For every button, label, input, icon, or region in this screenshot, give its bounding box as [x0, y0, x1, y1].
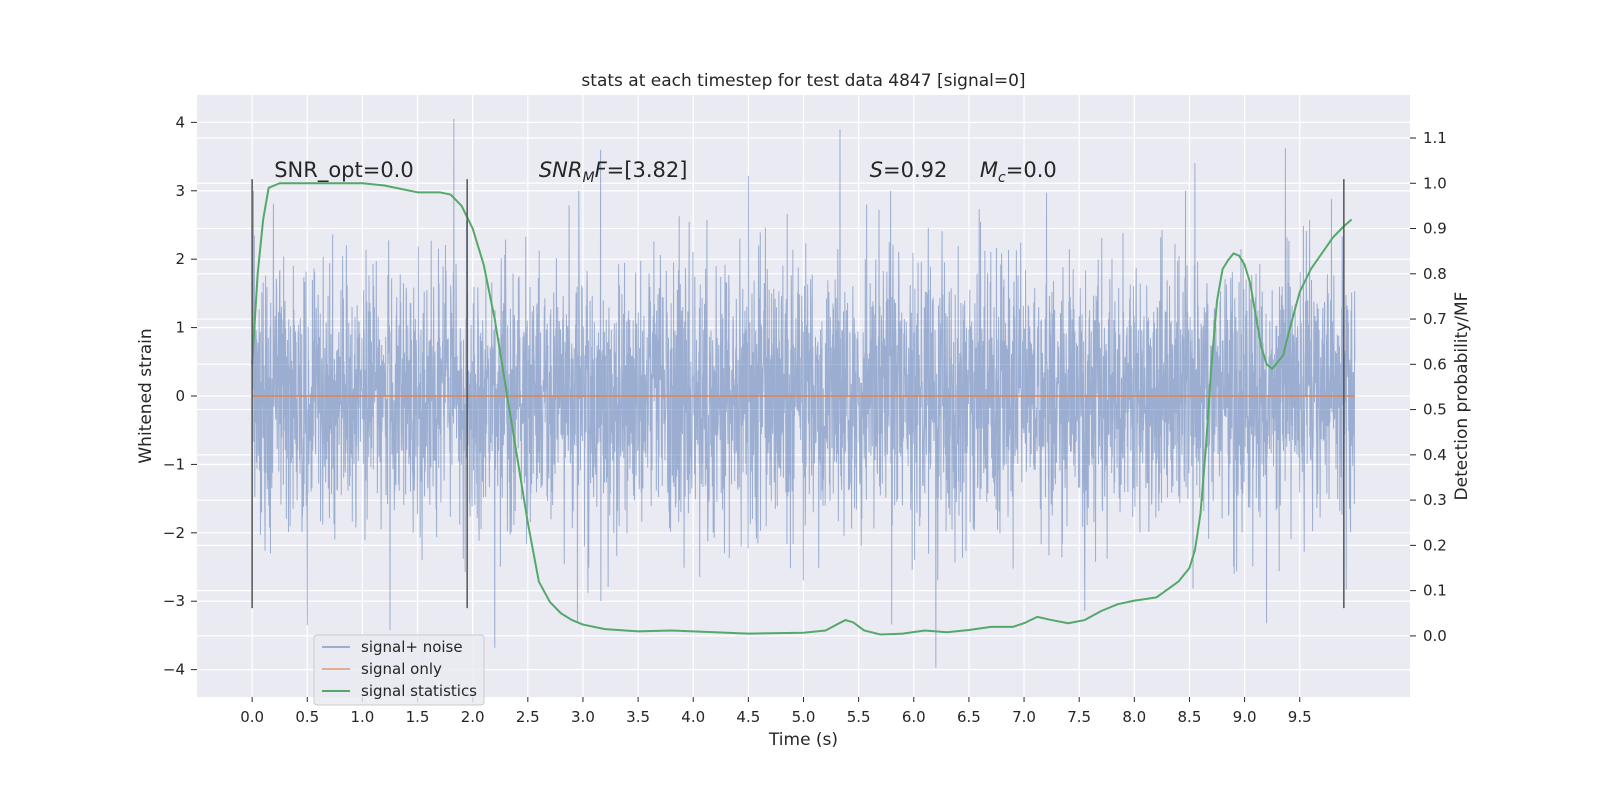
x-tick-label: 1.0: [350, 708, 374, 726]
y2-tick-label: 0.2: [1423, 536, 1447, 554]
x-tick-label: 9.0: [1233, 708, 1257, 726]
y2-tick-label: 0.4: [1423, 446, 1447, 464]
y2-tick-label: 1.0: [1423, 174, 1447, 192]
series-lines: [251, 182, 1355, 636]
legend: signal+ noise signal only signal statist…: [313, 634, 485, 706]
y-tick-label: 0: [175, 387, 185, 405]
x-tick-label: 2.0: [461, 708, 485, 726]
x-tick-label: 3.0: [571, 708, 595, 726]
y-tick-label: 1: [175, 319, 185, 337]
x-tick-label: 6.5: [957, 708, 981, 726]
y2-tick-label: 0.3: [1423, 491, 1447, 509]
y2-tick-label: 0.7: [1423, 310, 1447, 328]
x-tick-label: 0.0: [240, 708, 264, 726]
annotation: SNRMF=[3.82]: [539, 158, 688, 186]
x-tick-label: 7.0: [1012, 708, 1036, 726]
x-tick-label: 1.5: [406, 708, 430, 726]
annotations: SNR_opt=0.0 SNRMF=[3.82] S=0.92 Mc=0.0: [274, 158, 1057, 186]
y-axis-right: 0.0 0.1 0.2 0.3 0.4 0.5 0.6 0.7 0.8 0.9 1.0 1.1: [1410, 129, 1447, 645]
y-tick-label: 3: [175, 182, 185, 200]
y-tick-label: −2: [163, 524, 185, 542]
annotation: SNR_opt=0.0: [274, 158, 414, 183]
x-tick-label: 4.5: [736, 708, 760, 726]
x-tick-label: 4.0: [681, 708, 705, 726]
series-signal-plus-noise: [251, 118, 1356, 668]
y-axis-title: Whitened strain: [136, 328, 156, 463]
y-tick-label: −4: [163, 661, 185, 679]
vertical-markers: [251, 179, 1345, 609]
y2-tick-label: 1.1: [1423, 129, 1447, 147]
y-axis-left: −4 −3 −2 −1 0 1 2 3 4: [163, 113, 197, 679]
x-tick-label: 2.5: [516, 708, 540, 726]
x-tick-label: 5.5: [847, 708, 871, 726]
y-tick-label: 2: [175, 250, 185, 268]
x-tick-label: 6.0: [902, 708, 926, 726]
series-line-signal-statistics: [251, 182, 1353, 636]
x-tick-label: 8.5: [1178, 708, 1202, 726]
y2-tick-label: 0.6: [1423, 355, 1447, 373]
y2-tick-label: 0.1: [1423, 582, 1447, 600]
legend-label-signal-only: signal only: [361, 660, 442, 678]
x-tick-label: 9.5: [1288, 708, 1312, 726]
chart-title: stats at each timestep for test data 484…: [581, 71, 1025, 91]
legend-label-signal-plus-noise: signal+ noise: [361, 638, 463, 656]
x-tick-label: 0.5: [295, 708, 319, 726]
y-tick-label: 4: [175, 113, 185, 131]
y2-axis-title: Detection probability/MF: [1452, 292, 1472, 501]
x-tick-label: 8.0: [1122, 708, 1146, 726]
annotation: Mc=0.0: [980, 158, 1057, 186]
annotation: S=0.92: [870, 158, 948, 182]
signal-plus-noise-line: [251, 118, 1356, 668]
y2-tick-label: 0.8: [1423, 265, 1447, 283]
x-axis: 0.0 0.5 1.0 1.5 2.0 2.5 3.0 3.5 4.0 4.5 5.0 5.5 6.0 6…: [240, 697, 1312, 726]
legend-box: [313, 634, 485, 706]
x-tick-label: 3.5: [626, 708, 650, 726]
y2-tick-label: 0.5: [1423, 401, 1447, 419]
legend-label-signal-statistics: signal statistics: [361, 682, 477, 700]
y-tick-label: −1: [163, 455, 185, 473]
x-tick-label: 7.5: [1067, 708, 1091, 726]
y2-tick-label: 0.9: [1423, 220, 1447, 238]
y2-tick-label: 0.0: [1423, 627, 1447, 645]
y-tick-label: −3: [163, 592, 185, 610]
x-axis-title: Time (s): [768, 730, 838, 750]
x-tick-label: 5.0: [792, 708, 816, 726]
